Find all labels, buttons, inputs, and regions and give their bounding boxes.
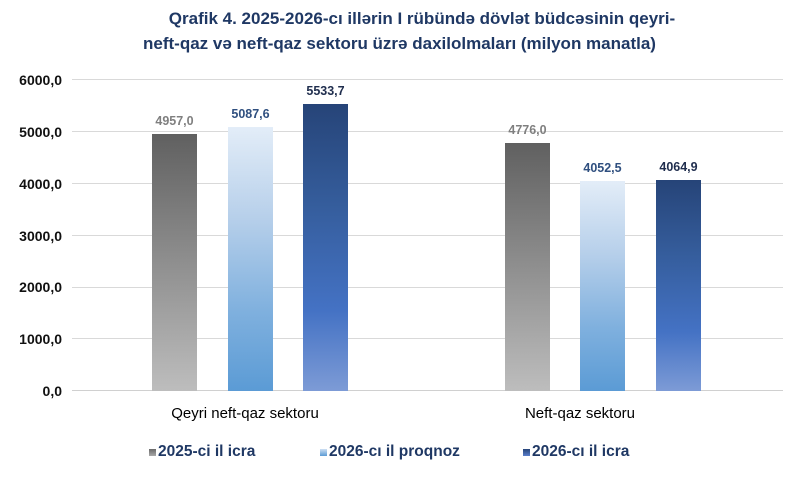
legend-label: 2026-cı il icra xyxy=(532,443,630,460)
data-label: 4052,5 xyxy=(583,160,622,175)
gridline xyxy=(72,338,783,340)
bar xyxy=(656,180,701,391)
y-axis-tick-label: 5000,0 xyxy=(19,123,62,140)
gridline xyxy=(72,131,783,133)
legend-item: 2026-cı il proqnoz xyxy=(320,442,460,462)
legend-item: 2026-cı il icra xyxy=(523,442,629,462)
data-label: 5087,6 xyxy=(231,107,270,122)
bar xyxy=(505,143,550,391)
y-axis-tick-label: 4000,0 xyxy=(19,175,62,192)
bar xyxy=(228,127,273,391)
legend-swatch-icon xyxy=(149,448,156,456)
legend-item: 2025-ci il icra xyxy=(149,442,255,462)
data-label: 5533,7 xyxy=(306,84,345,99)
gridline xyxy=(72,286,783,288)
chart-title-line-1: Qrafik 4. 2025-2026-cı illərin I rübündə… xyxy=(168,9,676,28)
y-axis-tick-label: 3000,0 xyxy=(19,227,62,244)
chart-title-line-2: neft-qaz və neft-qaz sektoru üzrə daxilo… xyxy=(143,34,656,53)
bar xyxy=(580,180,625,391)
bar xyxy=(152,134,197,391)
data-label: 4957,0 xyxy=(155,114,194,129)
legend-swatch-icon xyxy=(523,448,530,456)
gridline xyxy=(72,182,783,184)
gridline xyxy=(72,234,783,236)
legend-label: 2026-cı il proqnoz xyxy=(329,443,460,460)
legend-swatch-icon xyxy=(320,448,327,456)
data-label: 4064,9 xyxy=(659,160,698,175)
bar xyxy=(303,104,348,391)
x-axis-category-label: Qeyri neft-qaz sektoru xyxy=(171,405,319,422)
data-label: 4776,0 xyxy=(508,123,547,138)
y-axis-tick-label: 1000,0 xyxy=(19,331,62,348)
y-axis-tick-label: 2000,0 xyxy=(19,279,62,296)
legend-label: 2025-ci il icra xyxy=(158,443,256,460)
gridline xyxy=(72,79,783,81)
y-axis-tick-label: 6000,0 xyxy=(19,72,62,88)
x-axis-category-label: Neft-qaz sektoru xyxy=(524,405,636,422)
gridline xyxy=(72,390,783,392)
y-axis-tick-label: 0,0 xyxy=(42,383,62,399)
chart-title: Qrafik 4. 2025-2026-cı illərin I rübündə… xyxy=(0,6,799,56)
chart-legend: 2025-ci il icra 2026-cı il proqnoz 2026-cı… xyxy=(0,442,799,462)
